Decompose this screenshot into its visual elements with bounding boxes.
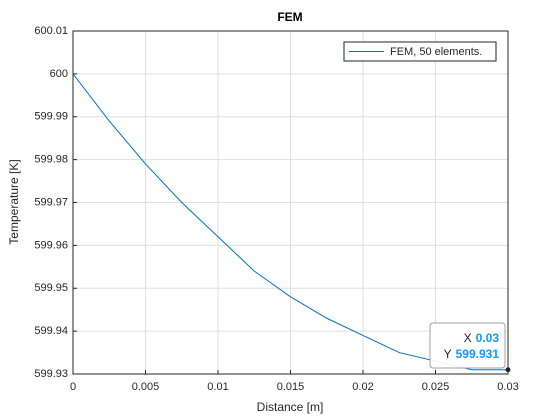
datatip-x-label: X xyxy=(464,331,472,345)
y-tick-label: 599.93 xyxy=(34,368,68,380)
x-tick-label: 0.01 xyxy=(207,381,228,393)
y-tick-label: 600.01 xyxy=(34,25,68,37)
datatip-y-label: Y xyxy=(444,347,452,361)
y-tick-label: 599.99 xyxy=(34,111,68,123)
legend-box xyxy=(343,41,497,62)
legend-label: FEM, 50 elements. xyxy=(390,46,482,58)
chart-title: FEM xyxy=(277,10,302,24)
datatip-marker xyxy=(505,367,511,373)
y-axis-label: Temperature [K] xyxy=(7,159,21,244)
y-tick-label: 599.97 xyxy=(34,196,68,208)
axes-box xyxy=(72,30,509,375)
x-tick-label: 0.03 xyxy=(497,381,518,393)
y-tick-label: 599.98 xyxy=(34,154,68,166)
y-tick-label: 599.96 xyxy=(34,239,68,251)
y-tick-label: 599.94 xyxy=(34,325,68,337)
x-tick-label: 0 xyxy=(70,381,76,393)
y-tick-label: 600 xyxy=(50,68,68,80)
x-tick-label: 0.005 xyxy=(132,381,160,393)
datatip-x-value: 0.03 xyxy=(476,331,500,345)
x-tick-label: 0.025 xyxy=(422,381,450,393)
datatip-box xyxy=(429,322,506,369)
x-axis-label: Distance [m] xyxy=(257,400,324,414)
x-tick-label: 0.02 xyxy=(352,381,373,393)
y-tick-label: 599.95 xyxy=(34,282,68,294)
x-tick-label: 0.015 xyxy=(277,381,305,393)
datatip-y-value: 599.931 xyxy=(456,347,500,361)
